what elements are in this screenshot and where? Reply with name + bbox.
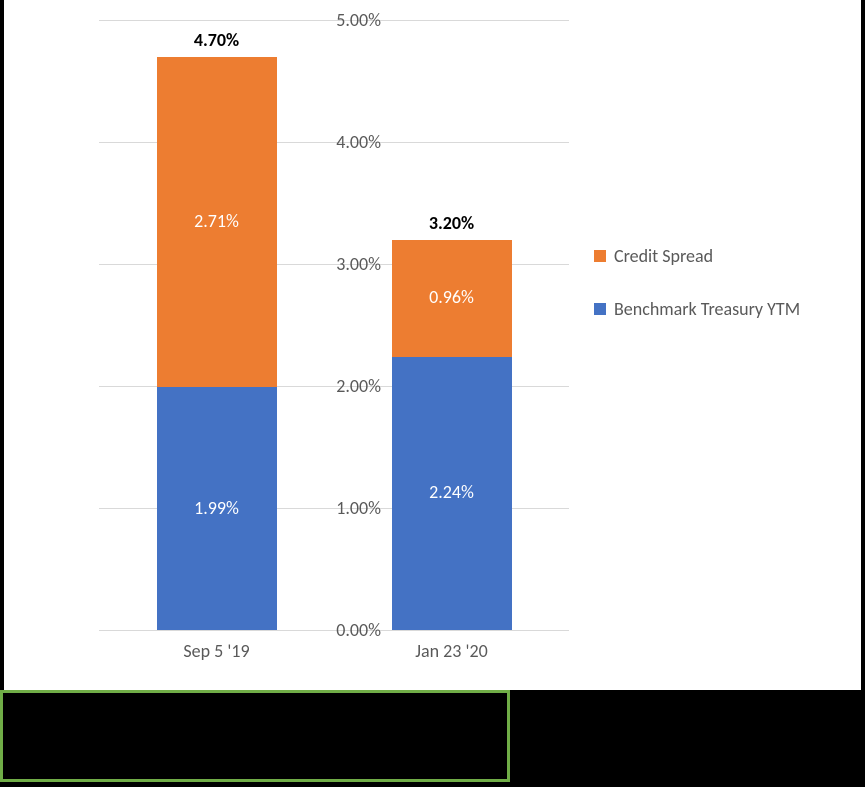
- bar-group: 1.99% 2.71% 4.70%: [157, 20, 277, 630]
- bar-total-label: 3.20%: [392, 212, 512, 234]
- bar-value-label: 1.99%: [157, 497, 277, 519]
- bar-value-label: 0.96%: [392, 286, 512, 308]
- legend-swatch: [594, 250, 606, 262]
- chart-container: 1.99% 2.71% 4.70% 2.24% 0.96% 3.20% Credit Sp…: [0, 0, 865, 787]
- y-tick-label: 5.00%: [301, 9, 381, 31]
- bar-value-label: 2.24%: [392, 481, 512, 503]
- plot-area: 1.99% 2.71% 4.70% 2.24% 0.96% 3.20%: [99, 20, 569, 630]
- chart-inner: 1.99% 2.71% 4.70% 2.24% 0.96% 3.20% Credit Sp…: [4, 0, 861, 690]
- legend-item-credit-spread: Credit Spread: [594, 245, 800, 268]
- y-tick-label: 3.00%: [301, 253, 381, 275]
- legend-label: Credit Spread: [614, 245, 713, 268]
- legend-swatch: [594, 303, 606, 315]
- bar-total-label: 4.70%: [157, 29, 277, 51]
- bar-group: 2.24% 0.96% 3.20%: [392, 20, 512, 630]
- bar-value-label: 2.71%: [157, 210, 277, 232]
- legend: Credit Spread Benchmark Treasury YTM: [594, 245, 800, 352]
- legend-item-benchmark: Benchmark Treasury YTM: [594, 298, 800, 321]
- y-tick-label: 2.00%: [301, 375, 381, 397]
- x-tick-label: Sep 5 '19: [183, 640, 249, 662]
- green-outline-box: [0, 690, 510, 782]
- x-tick-label: Jan 23 '20: [415, 640, 487, 662]
- legend-label: Benchmark Treasury YTM: [614, 298, 800, 321]
- y-tick-label: 0.00%: [301, 619, 381, 641]
- y-tick-label: 1.00%: [301, 497, 381, 519]
- y-tick-label: 4.00%: [301, 131, 381, 153]
